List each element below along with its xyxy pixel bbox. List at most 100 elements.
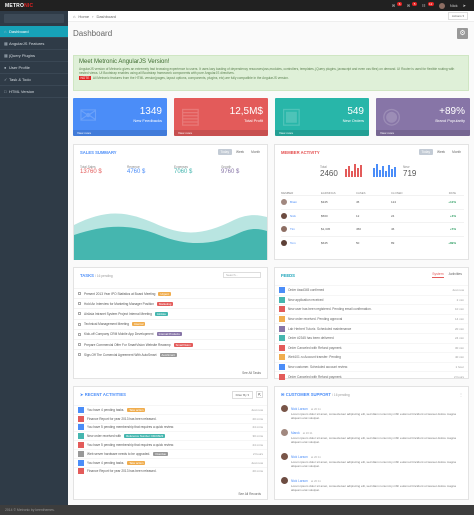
task-checkbox[interactable] xyxy=(78,353,81,357)
view-more-link[interactable]: View more xyxy=(275,130,369,136)
task-item[interactable]: Technical Management Meeting Internal xyxy=(74,318,267,329)
more-icon[interactable]: ⋮ xyxy=(459,392,463,397)
task-item[interactable]: Hold An Interview for Marketing Manager … xyxy=(74,298,267,308)
avatar xyxy=(281,453,288,460)
task-checkbox[interactable] xyxy=(78,343,81,347)
breadcrumb: ⌂ Home › Dashboard Actions ▾ xyxy=(68,11,474,22)
check-icon xyxy=(78,459,84,466)
see-all-tasks-link[interactable]: See All Tasks xyxy=(242,371,261,375)
member-name[interactable]: Tom xyxy=(290,241,296,246)
tab-system[interactable]: System xyxy=(432,272,444,278)
task-checkbox[interactable] xyxy=(78,292,81,296)
sidebar-item-angularjs[interactable]: ▦ AngularJS Features xyxy=(0,38,68,50)
task-item[interactable]: Prepare Commercial Offer For SmartVision… xyxy=(74,338,267,349)
list-item[interactable]: Order Canceled with Refund payment. 30 mi… xyxy=(275,342,468,353)
view-more-link[interactable]: View more xyxy=(376,130,470,136)
view-more-link[interactable]: View more xyxy=(73,130,167,136)
task-checkbox[interactable] xyxy=(78,332,81,336)
envelope-icon[interactable]: ✉ xyxy=(406,3,411,8)
breadcrumb-current: Dashboard xyxy=(96,13,117,19)
tab-week[interactable]: Week xyxy=(437,150,446,154)
task-checkbox[interactable] xyxy=(78,302,81,306)
truck-icon xyxy=(279,335,285,342)
see-all-records-link[interactable]: See All Records xyxy=(238,492,261,496)
sales-label: Expenses xyxy=(174,165,188,169)
list-item[interactable]: You have 4 pending tasks. Take action Just… xyxy=(74,457,267,467)
avatar[interactable] xyxy=(438,2,445,9)
list-item[interactable]: New application received 2 min xyxy=(275,294,468,305)
sidebar-search-input[interactable] xyxy=(4,14,64,23)
stat-value: +89% xyxy=(439,106,465,117)
list-item[interactable]: You have 5 pending membership that requi… xyxy=(74,422,267,432)
activity-tag[interactable]: Take action xyxy=(127,460,146,465)
task-item[interactable]: Present 2013 Year IPO Statistics at Boar… xyxy=(74,288,267,298)
gear-icon[interactable]: ⚙ xyxy=(457,28,468,39)
actions-dropdown[interactable]: Actions ▾ xyxy=(447,12,468,20)
sidebar-item-profile[interactable]: ● User Profile xyxy=(0,62,68,74)
stat-orders: ▣ 549 New Orders View more xyxy=(275,98,369,136)
member-name[interactable]: Nick xyxy=(290,213,296,218)
table-row: Brain $345 45 124 +12% xyxy=(281,195,464,209)
chevron-right-icon: › xyxy=(92,13,94,19)
chat-message: Nick Larson at 20:11 Lorem ipsum dolor si… xyxy=(281,477,464,492)
recent-activities-panel: ➤ RECENT ACTIVITIES Filter By ▾ ⇱ You ha… xyxy=(73,386,268,500)
list-item[interactable]: Order #2345 has been delivered 24 min xyxy=(275,332,468,343)
member-name[interactable]: Brain xyxy=(290,200,298,205)
list-item[interactable]: Order #asd345 confirmed Just now xyxy=(275,285,468,295)
feed-list: Order #asd345 confirmed Just now New appl… xyxy=(275,285,468,381)
list-item[interactable]: New customer. Scheduled account review. 1… xyxy=(275,361,468,372)
table-row: Nick $560 12 24 +3% xyxy=(281,208,464,223)
task-checkbox[interactable] xyxy=(78,322,81,326)
task-item[interactable]: Sign-Off The Comercial Agreement With Au… xyxy=(74,349,267,359)
column-header: CASES xyxy=(356,191,366,195)
view-more-link[interactable]: View more xyxy=(174,130,268,136)
list-item[interactable]: New order received with Reference Number:… xyxy=(74,431,267,440)
username[interactable]: Nick xyxy=(449,3,458,8)
member-activity-panel: MEMBER ACTIVITY Today Week Month Total 24… xyxy=(274,144,469,260)
list-item[interactable]: You have 4 pending tasks. Take action Just… xyxy=(74,405,267,414)
sidebar-item-jquery[interactable]: ▦ jQuery Plugins xyxy=(0,50,68,62)
filter-dropdown[interactable]: Filter By ▾ xyxy=(231,391,253,399)
avatar xyxy=(281,212,287,219)
list-item[interactable]: Lab Herbert Tuturiz. Scheduled maintenan… xyxy=(275,323,468,333)
tab-month[interactable]: Month xyxy=(251,150,260,154)
tab-today[interactable]: Today xyxy=(418,149,434,155)
panel-title: SALES SUMMARY xyxy=(80,150,117,155)
task-checkbox[interactable] xyxy=(78,312,81,316)
sidebar-item-dashboard[interactable]: ⌂ Dashboard xyxy=(0,26,68,38)
logout-icon[interactable]: ➤ xyxy=(462,3,466,8)
list-item[interactable]: Finance Report for year 2013 has been re… xyxy=(74,466,267,476)
logo[interactable]: METRONIC xyxy=(5,2,34,9)
tab-activities[interactable]: Activities xyxy=(448,272,462,276)
user-icon xyxy=(78,424,84,431)
list-item[interactable]: Web server hardware needs to be upgraded… xyxy=(74,448,267,458)
task-item[interactable]: Kick-off Company CRM Mobile App Developm… xyxy=(74,328,267,339)
list-item[interactable]: New order received. Pending approval 14 m… xyxy=(275,313,468,324)
list-item[interactable]: New user has been registered. Pending em… xyxy=(275,304,468,314)
tab-today[interactable]: Today xyxy=(217,149,233,155)
sender-name[interactable]: Nick Larson xyxy=(291,406,308,411)
calendar-icon[interactable]: ☷ xyxy=(421,3,426,8)
avatar xyxy=(281,477,288,484)
sender-name[interactable]: Nick Larson xyxy=(291,478,308,483)
notification-badge: 6 xyxy=(397,1,402,6)
list-item[interactable]: Order Canceled with Refund payment. 2 hou… xyxy=(275,371,468,381)
list-item[interactable]: Web101.ru Account transfer: Pending 40 mi… xyxy=(275,352,468,362)
sidebar-item-html[interactable]: □ HTML Version xyxy=(0,86,68,98)
list-item[interactable]: Finance Report for year 2013 has been re… xyxy=(74,413,267,423)
fullscreen-icon[interactable]: ⇱ xyxy=(256,391,263,398)
activity-tag[interactable]: Take action xyxy=(127,407,146,412)
message-time: at 20:11 xyxy=(310,478,321,483)
task-item[interactable]: AirAsia Intranet System Project Internal… xyxy=(74,308,267,318)
task-search-input[interactable]: Search... xyxy=(223,272,261,278)
list-item[interactable]: You have 5 pending membership that requi… xyxy=(74,440,267,449)
bell-icon[interactable]: ✉ xyxy=(391,3,396,8)
tab-month[interactable]: Month xyxy=(452,150,461,154)
sender-name[interactable]: Nick Larson xyxy=(291,454,308,459)
avatar xyxy=(281,226,287,233)
sender-name[interactable]: Marck xyxy=(291,430,300,435)
sidebar-item-todo[interactable]: ✓ Task & Todo xyxy=(0,74,68,86)
member-name[interactable]: Tim xyxy=(290,227,295,232)
breadcrumb-home[interactable]: Home xyxy=(78,13,90,19)
tab-week[interactable]: Week xyxy=(236,150,245,154)
